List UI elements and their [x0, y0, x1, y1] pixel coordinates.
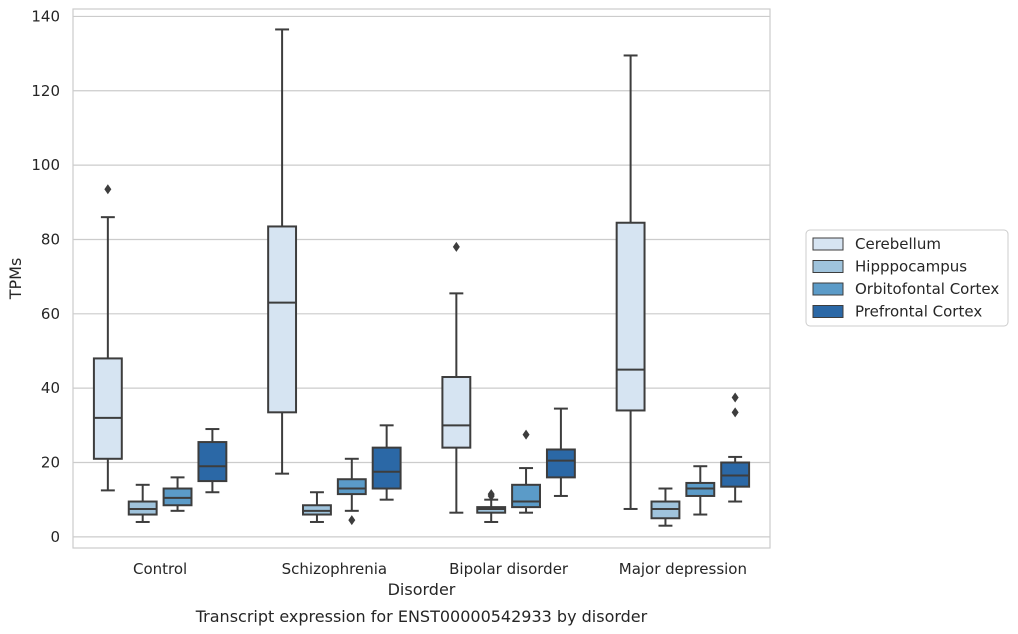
box-plots	[92, 28, 751, 527]
legend-label: Hipppocampus	[855, 258, 967, 276]
y-tick-label: 20	[41, 454, 60, 472]
outlier-point	[731, 407, 739, 418]
legend: Cerebellum Hipppocampus Orbitofontal Corte…	[805, 229, 1009, 327]
box-iqr	[545, 448, 576, 479]
box-orbitofontal-cortex	[511, 429, 541, 514]
legend-item: Cerebellum	[812, 235, 941, 253]
x-axis-label: Disorder	[388, 580, 456, 599]
legend-label: Prefrontal Cortex	[855, 303, 982, 321]
box-hipppocampus	[650, 487, 681, 527]
outlier-point	[348, 515, 356, 526]
box-iqr	[267, 225, 298, 414]
y-tick-label: 120	[31, 82, 60, 100]
box-orbitofontal-cortex	[162, 476, 193, 512]
x-tick-label: Control	[133, 560, 187, 578]
legend-item: Orbitofontal Cortex	[812, 280, 999, 298]
box-iqr	[441, 376, 472, 449]
box-cerebellum	[615, 54, 646, 510]
legend-swatch	[812, 260, 844, 273]
box-cerebellum	[441, 241, 472, 514]
box-iqr	[92, 357, 123, 460]
y-tick-label: 40	[41, 379, 60, 397]
y-tick-label: 0	[50, 528, 60, 546]
x-tick-label: Schizophrenia	[282, 560, 387, 578]
outlier-point	[522, 429, 530, 440]
legend-swatch	[812, 282, 844, 296]
y-tick-label: 100	[31, 156, 60, 174]
outlier-point	[487, 489, 495, 500]
chart-caption: Transcript expression for ENST0000054293…	[195, 607, 648, 626]
box-orbitofontal-cortex	[685, 465, 716, 516]
legend-label: Orbitofontal Cortex	[855, 280, 999, 298]
box-iqr	[371, 446, 402, 490]
y-tick-label: 60	[41, 305, 60, 323]
box-cerebellum	[267, 28, 298, 475]
x-tick-label: Bipolar disorder	[449, 560, 569, 578]
box-iqr	[336, 478, 367, 496]
outlier-point	[452, 241, 460, 252]
y-tick-label: 80	[41, 230, 60, 248]
legend-swatch	[812, 305, 844, 318]
legend-label: Cerebellum	[855, 235, 941, 253]
x-tick-labels: Control Schizophrenia Bipolar disorder Majo…	[133, 560, 747, 578]
box-orbitofontal-cortex	[336, 457, 367, 526]
box-prefrontal-cortex	[720, 392, 751, 503]
outlier-point	[731, 392, 739, 403]
x-tick-label: Major depression	[619, 560, 747, 578]
box-iqr	[197, 441, 228, 483]
box-hipppocampus	[302, 491, 332, 523]
legend-swatch	[812, 237, 844, 251]
plot-frame	[72, 8, 771, 549]
box-prefrontal-cortex	[371, 424, 402, 501]
grid-lines	[73, 15, 770, 538]
y-tick-labels: 0 20 40 60 80 100 120 140	[31, 7, 60, 545]
y-axis-label: TPMs	[6, 258, 25, 301]
box-cerebellum	[92, 184, 123, 492]
legend-item: Prefrontal Cortex	[812, 303, 982, 321]
outlier-point	[104, 184, 112, 195]
box-prefrontal-cortex	[545, 407, 576, 497]
legend-item: Hipppocampus	[812, 258, 967, 276]
legend-frame	[805, 229, 1009, 327]
box-hipppocampus	[127, 483, 158, 523]
box-iqr	[615, 221, 646, 412]
box-iqr	[511, 483, 541, 509]
box-prefrontal-cortex	[197, 428, 228, 494]
y-tick-label: 140	[31, 7, 60, 25]
box-hipppocampus	[476, 489, 507, 523]
